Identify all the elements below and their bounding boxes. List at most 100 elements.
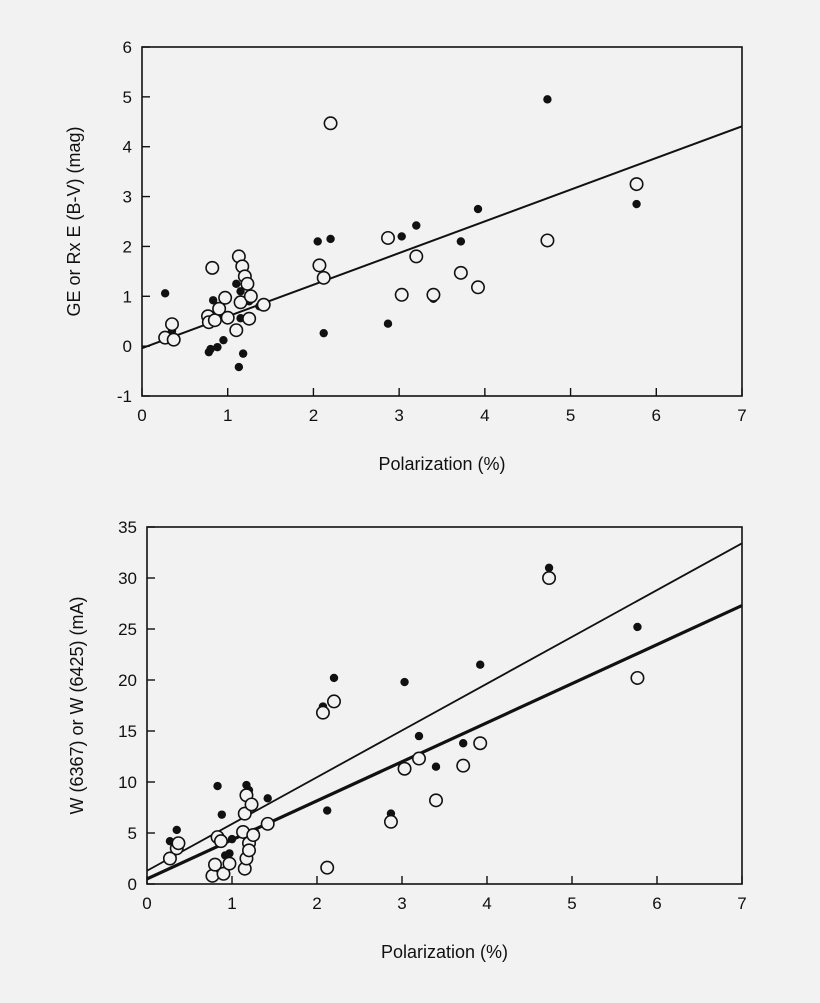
y-tick-label: -1 xyxy=(117,387,132,406)
data-point-filled xyxy=(543,95,552,104)
x-tick-label: 4 xyxy=(482,894,491,913)
y-tick-label: 30 xyxy=(118,569,137,588)
y-tick-label: 25 xyxy=(118,620,137,639)
data-point-filled xyxy=(263,794,272,803)
data-point-filled xyxy=(313,237,322,246)
data-point-filled xyxy=(544,563,554,572)
data-point-open xyxy=(213,834,228,849)
data-point-open xyxy=(171,836,186,851)
data-point-open xyxy=(542,570,557,585)
data-point-open xyxy=(315,705,330,720)
x-tick-label: 0 xyxy=(137,406,146,425)
data-point-open xyxy=(240,276,255,291)
x-axis-label: Polarization (%) xyxy=(378,454,505,474)
data-point-open xyxy=(540,233,555,248)
y-tick-label: 15 xyxy=(118,722,137,741)
x-tick-label: 1 xyxy=(227,894,236,913)
data-point-filled xyxy=(397,232,406,241)
data-point-filled xyxy=(213,342,222,352)
data-point-filled xyxy=(238,349,248,358)
data-point-open xyxy=(630,670,645,685)
data-point-filled xyxy=(172,825,181,835)
data-point-open xyxy=(207,313,222,328)
data-point-filled xyxy=(383,319,393,328)
x-tick-label: 2 xyxy=(312,894,321,913)
data-point-open xyxy=(397,761,412,776)
x-tick-label: 2 xyxy=(309,406,318,425)
data-point-open xyxy=(166,332,181,347)
y-tick-label: 35 xyxy=(118,518,137,537)
data-point-open xyxy=(629,177,644,192)
data-point-open xyxy=(380,230,395,245)
data-point-open xyxy=(326,694,341,709)
x-tick-label: 4 xyxy=(480,406,489,425)
data-point-filled xyxy=(232,279,241,289)
data-point-filled xyxy=(431,762,441,771)
x-tick-label: 6 xyxy=(652,894,661,913)
data-point-filled xyxy=(632,199,641,209)
y-tick-label: 2 xyxy=(123,237,132,256)
data-point-open xyxy=(470,280,485,295)
data-point-open xyxy=(244,797,259,812)
data-point-open xyxy=(453,265,468,280)
x-tick-label: 6 xyxy=(652,406,661,425)
data-point-open xyxy=(473,736,488,751)
data-point-open xyxy=(205,868,220,883)
y-axis-label: W (6367) or W (6425) (mA) xyxy=(67,596,87,814)
fit-line-fit xyxy=(142,125,742,350)
data-point-open xyxy=(229,323,244,338)
data-point-filled xyxy=(319,328,328,338)
y-tick-label: 20 xyxy=(118,671,137,690)
data-point-open xyxy=(162,851,177,866)
x-tick-label: 3 xyxy=(394,406,403,425)
data-point-filled xyxy=(400,677,409,687)
data-point-open xyxy=(411,751,426,766)
data-point-open xyxy=(212,301,227,316)
data-point-filled xyxy=(456,237,466,246)
y-tick-label: 10 xyxy=(118,773,137,792)
data-point-open xyxy=(242,311,257,326)
data-point-filled xyxy=(459,739,468,748)
data-point-open xyxy=(409,249,424,264)
y-tick-label: 5 xyxy=(128,824,137,843)
data-point-filled xyxy=(236,287,245,296)
data-point-open xyxy=(426,287,441,302)
data-point-filled xyxy=(473,204,483,214)
data-point-filled xyxy=(412,221,421,230)
plot-frame xyxy=(141,46,743,397)
data-point-open xyxy=(242,843,257,858)
y-tick-label: 4 xyxy=(123,138,132,157)
data-point-open xyxy=(394,287,409,302)
data-point-filled xyxy=(329,673,339,683)
plot-frame xyxy=(146,526,743,885)
data-point-open xyxy=(205,260,220,275)
data-point-open xyxy=(456,758,471,773)
data-point-filled xyxy=(476,660,485,669)
data-point-open xyxy=(216,866,231,881)
x-axis-label: Polarization (%) xyxy=(381,942,508,962)
data-point-open xyxy=(246,828,261,843)
bottom-panel: 0 1 2 3 4 5 6 7 0 5 10 15 20 25 30 35 Polarization (%) W … xyxy=(67,518,747,962)
data-point-open xyxy=(312,258,327,273)
data-point-open xyxy=(316,270,331,285)
x-tick-label: 7 xyxy=(737,406,746,425)
data-point-open xyxy=(383,814,398,829)
data-point-filled xyxy=(234,362,244,372)
y-tick-label: 1 xyxy=(123,287,132,306)
data-point-open xyxy=(237,806,252,821)
data-point-filled xyxy=(326,234,335,244)
y-tick-label: 6 xyxy=(123,38,132,57)
data-point-open xyxy=(222,856,237,871)
data-point-open xyxy=(428,793,443,808)
top-panel: 0 1 2 3 4 5 6 7 -1 0 1 2 3 4 5 6 Polarization (%) GE or R… xyxy=(64,38,747,474)
data-point-open xyxy=(260,816,275,831)
x-tick-label: 3 xyxy=(397,894,406,913)
data-point-open xyxy=(256,297,271,312)
data-point-filled xyxy=(213,781,222,791)
data-point-filled xyxy=(227,834,237,844)
data-point-open xyxy=(233,295,248,310)
y-tick-label: 5 xyxy=(123,88,132,107)
x-tick-label: 5 xyxy=(566,406,575,425)
y-tick-label: 0 xyxy=(123,337,132,356)
